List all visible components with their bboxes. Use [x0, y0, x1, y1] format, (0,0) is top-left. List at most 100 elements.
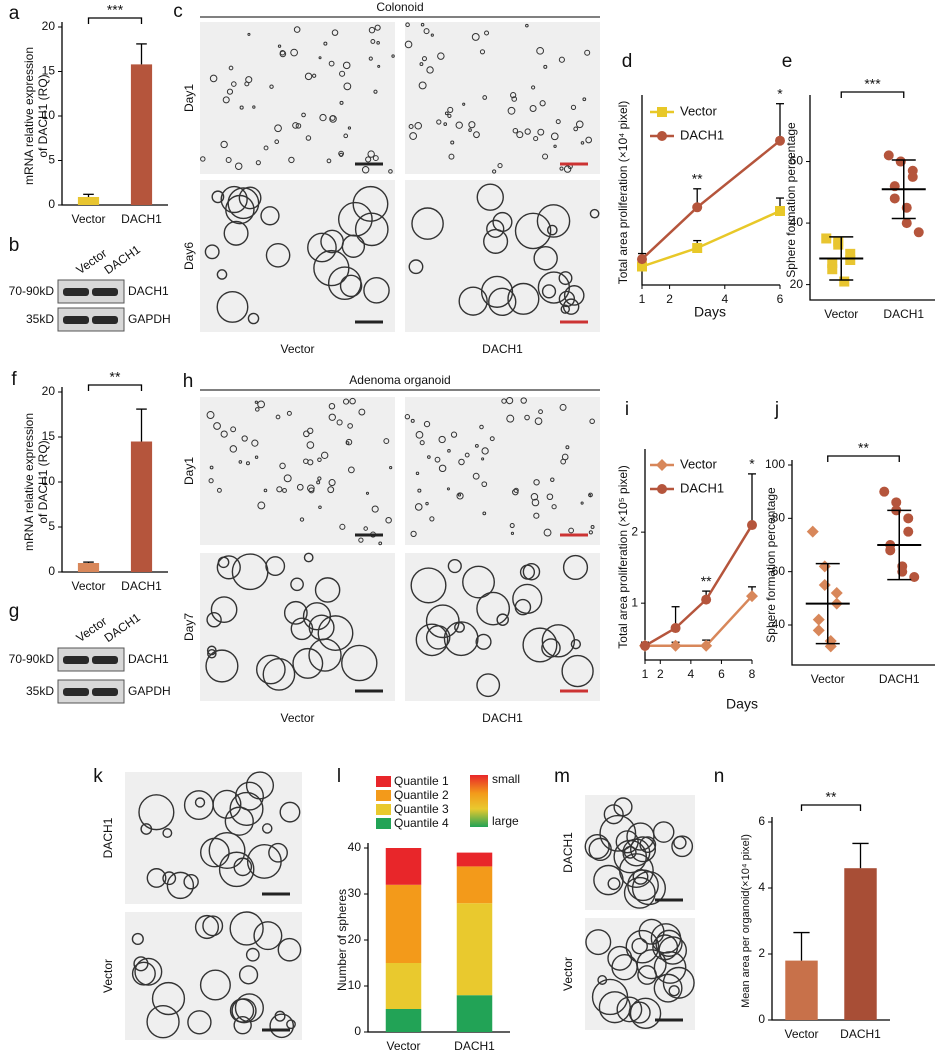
organoid	[200, 156, 206, 162]
organoid	[263, 145, 269, 151]
organoid	[319, 113, 327, 122]
micrograph	[200, 180, 395, 332]
x-axis-label: Days	[726, 696, 758, 712]
organoid	[607, 877, 621, 891]
organoid	[404, 414, 411, 420]
organoid	[254, 455, 259, 459]
organoid	[562, 554, 589, 581]
micrograph	[585, 795, 695, 910]
organoid	[533, 136, 539, 142]
blot	[57, 307, 125, 332]
organoid	[199, 969, 231, 1001]
organoid	[533, 512, 540, 519]
panel-letter: j	[774, 399, 779, 420]
organoid	[254, 400, 258, 404]
organoid	[570, 104, 577, 110]
organoid	[488, 287, 517, 317]
organoid	[480, 275, 514, 308]
organoid	[563, 165, 572, 173]
organoid	[405, 22, 410, 27]
row-label: Day7	[182, 613, 196, 641]
organoid	[434, 456, 441, 463]
organoid	[585, 136, 593, 144]
organoid	[276, 486, 283, 493]
organoid	[637, 965, 657, 985]
organoid	[279, 462, 286, 470]
organoid	[343, 133, 349, 139]
organoid	[542, 153, 549, 160]
organoid	[213, 422, 221, 430]
organoid	[573, 126, 579, 132]
panel-letter: a	[9, 3, 20, 24]
organoid	[623, 876, 656, 909]
organoid	[531, 498, 540, 507]
organoid	[234, 781, 264, 811]
band	[92, 656, 118, 664]
y-axis-label: Sphere formation percentage	[784, 122, 798, 278]
organoid	[316, 480, 321, 485]
point	[889, 193, 900, 204]
organoid	[347, 126, 352, 130]
y-tick-label: 10	[348, 978, 362, 992]
micrograph	[125, 912, 302, 1040]
organoid	[415, 623, 449, 657]
x-tick-label: 2	[657, 667, 664, 681]
legend-label: DACH1	[680, 480, 724, 495]
organoid	[133, 956, 149, 972]
organoid	[618, 853, 654, 888]
organoid	[283, 474, 292, 483]
y-axis-label: Mean area per organoid(×10⁴ pixel)	[740, 834, 752, 1008]
organoid	[218, 851, 255, 888]
organoid	[257, 400, 265, 409]
organoid	[559, 403, 567, 411]
organoid	[337, 201, 373, 237]
organoid	[404, 40, 413, 49]
legend-label: Quantile 1	[394, 774, 449, 788]
organoid	[306, 441, 315, 449]
organoid	[565, 445, 570, 450]
band	[92, 688, 118, 696]
point	[903, 513, 914, 524]
legend-swatch	[376, 804, 391, 815]
organoid	[481, 447, 489, 455]
organoid	[331, 29, 339, 36]
x-tick-label: Vector	[386, 1039, 420, 1053]
organoid	[342, 398, 350, 405]
organoid	[277, 937, 302, 962]
point	[909, 572, 920, 582]
significance: ***	[107, 2, 124, 18]
organoid	[561, 654, 594, 688]
band	[63, 288, 89, 296]
y-tick-label: 60	[790, 154, 804, 168]
x-tick-label: 8	[749, 667, 756, 681]
organoid	[312, 73, 317, 78]
organoid	[546, 493, 554, 501]
y-axis-label: Number of spheres	[335, 889, 349, 991]
organoid	[530, 493, 539, 501]
point	[637, 261, 647, 272]
organoid	[512, 583, 543, 614]
point	[827, 264, 838, 275]
point	[775, 135, 785, 146]
organoid	[229, 445, 238, 453]
organoid	[224, 806, 254, 836]
significance-bracket	[87, 17, 143, 24]
organoid	[303, 430, 310, 438]
organoid	[410, 567, 447, 604]
y-axis-label: Sphere formation percentage	[764, 487, 778, 643]
y-tick-label: 2	[758, 946, 765, 960]
organoid	[317, 615, 354, 652]
organoid	[363, 277, 390, 304]
organoid	[471, 32, 480, 41]
organoid	[411, 207, 444, 240]
band	[63, 688, 89, 696]
organoid	[628, 1001, 651, 1024]
x-tick-label: DACH1	[879, 672, 920, 686]
organoid	[438, 464, 447, 473]
organoid	[275, 414, 281, 420]
row-label: DACH1	[101, 817, 115, 858]
organoid	[584, 833, 610, 860]
blot	[57, 647, 125, 672]
organoid	[299, 517, 305, 522]
point	[885, 545, 896, 556]
